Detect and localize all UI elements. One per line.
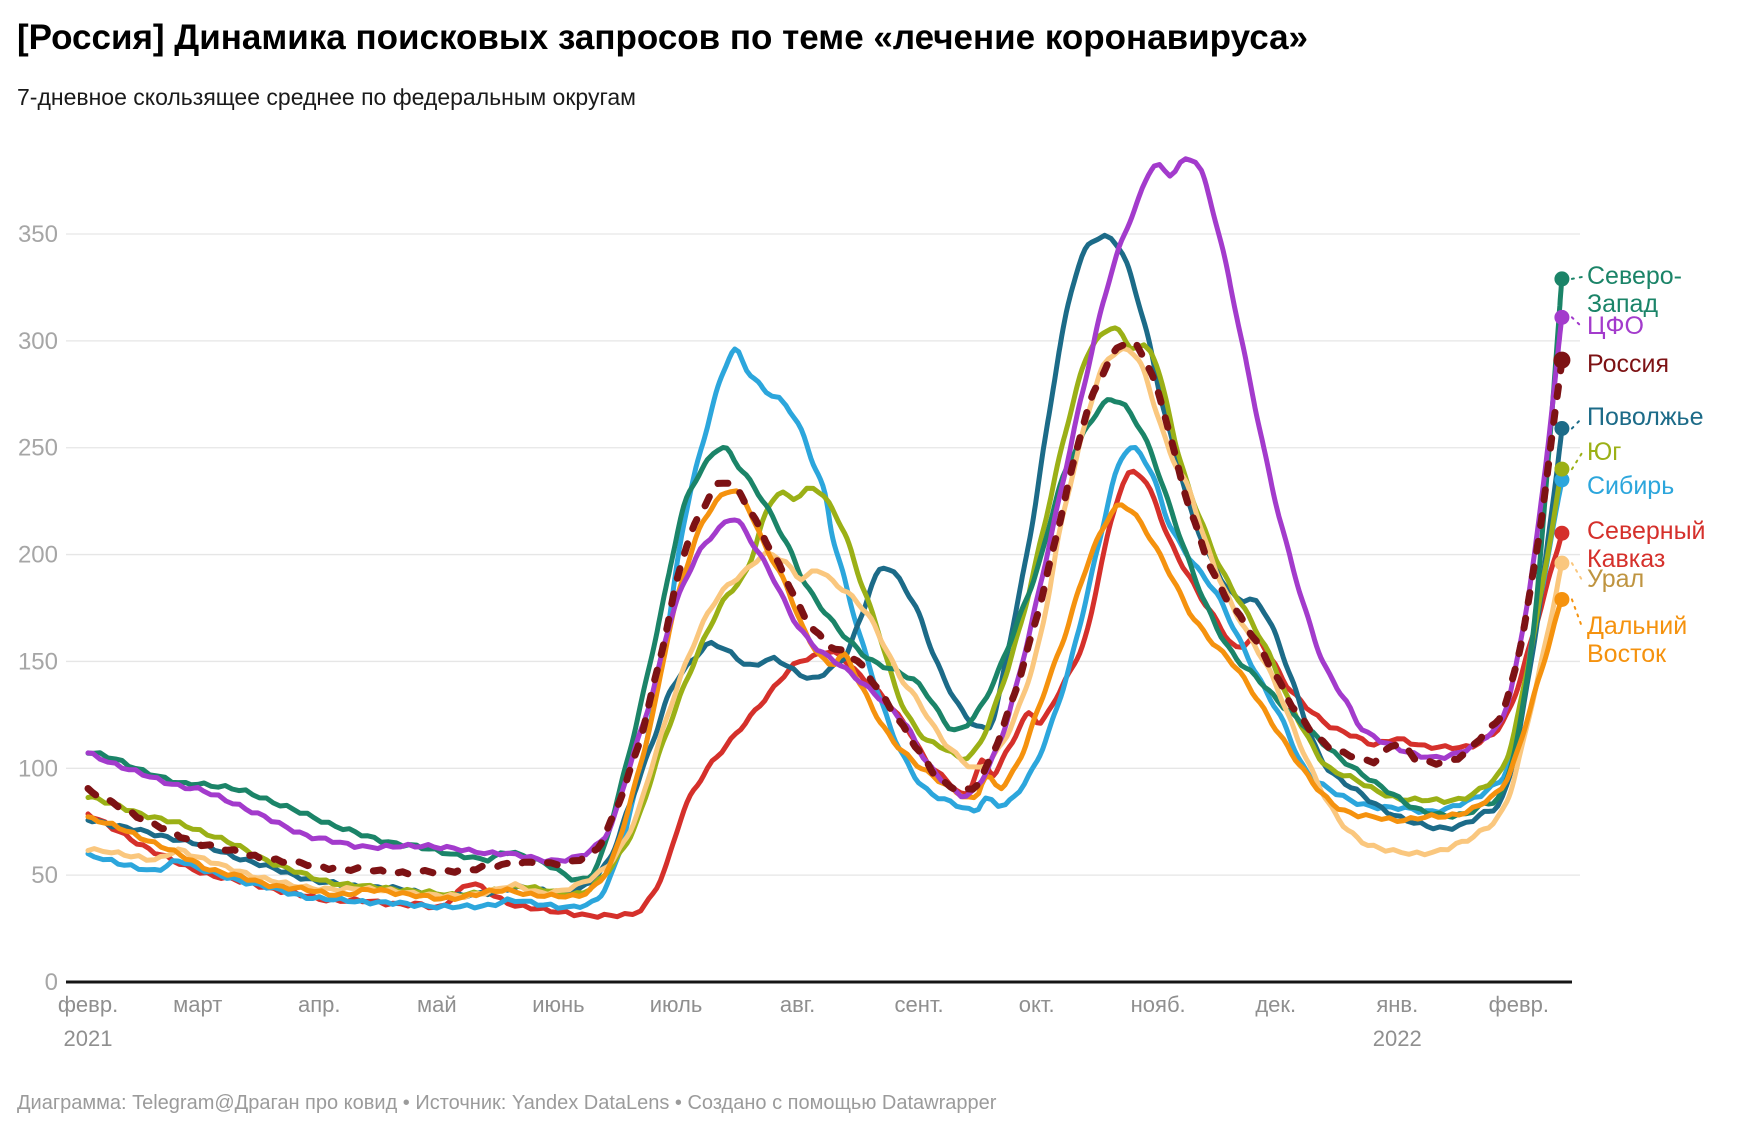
series-line-Урал [85, 345, 1565, 901]
series-line-Поволжье [85, 232, 1565, 900]
y-tick-200: 200 [18, 542, 58, 569]
y-tick-300: 300 [18, 328, 58, 355]
series-end-dot-Дальний Восток [1554, 591, 1570, 607]
x-tick-9: нояб. [1131, 992, 1186, 1017]
series-end-dot-Поволжье [1554, 420, 1570, 436]
legend-label-Юг: Юг [1587, 438, 1622, 466]
x-tick-1: март [173, 992, 222, 1017]
legend-leader-Юг [1570, 452, 1583, 471]
legend-label-Урал: Урал [1587, 565, 1645, 593]
series-end-dot-Сибирь [1554, 472, 1570, 488]
y-tick-350: 350 [18, 221, 58, 248]
x-year-2021: 2021 [64, 1026, 113, 1051]
legend-label-Сибирь: Сибирь [1587, 472, 1675, 500]
series-end-dot-Северо-Запад [1554, 271, 1570, 287]
series-line-Северо-Запад [85, 276, 1565, 883]
x-tick-5: июль [650, 992, 703, 1017]
x-tick-8: окт. [1019, 992, 1055, 1017]
legend-leader-Поволжье [1570, 417, 1583, 430]
series-end-dot-Россия [1553, 351, 1571, 369]
x-tick-4: июнь [532, 992, 584, 1017]
legend-leader-Северо-Запад [1570, 276, 1583, 280]
x-tick-10: дек. [1255, 992, 1296, 1017]
legend-leader-Дальний Восток [1570, 598, 1583, 628]
chart-credit: Диаграмма: Telegram@Драган про ковид • И… [17, 1092, 997, 1114]
series-line-Россия [84, 338, 1566, 878]
chart-title: [Россия] Динамика поисковых запросов по … [17, 18, 1309, 57]
legend-label-Поволжье: Поволжье [1587, 403, 1704, 431]
legend-label-Россия: Россия [1587, 350, 1669, 378]
y-tick-150: 150 [18, 648, 58, 675]
legend-leader-Урал [1570, 562, 1583, 581]
y-tick-0: 0 [45, 969, 58, 996]
series-line-Дальний Восток [85, 488, 1565, 902]
legend-label-Северо-Запад: Северо- Запад [1587, 262, 1682, 318]
x-tick-2: апр. [298, 992, 341, 1017]
x-tick-6: авг. [780, 992, 815, 1017]
x-year-2022: 2022 [1373, 1026, 1422, 1051]
y-tick-100: 100 [18, 755, 58, 782]
x-tick-0: февр. [58, 992, 118, 1017]
series-end-dot-Северный Кавказ [1554, 525, 1570, 541]
legend-label-Северный Кавказ: Северный Кавказ [1587, 517, 1706, 573]
legend-leader-ЦФО [1570, 316, 1583, 328]
series-end-dot-Урал [1554, 555, 1570, 571]
x-tick-3: май [417, 992, 457, 1017]
legend-label-Дальний Восток: Дальний Восток [1587, 612, 1688, 668]
y-tick-250: 250 [18, 435, 58, 462]
series-end-dot-ЦФО [1554, 309, 1570, 325]
x-tick-11: янв. [1376, 992, 1418, 1017]
x-tick-12: февр. [1489, 992, 1549, 1017]
y-tick-50: 50 [31, 862, 58, 889]
chart-subtitle: 7-дневное скользящее среднее по федераль… [17, 84, 636, 110]
series-end-dot-Юг [1554, 461, 1570, 477]
x-tick-7: сент. [894, 992, 943, 1017]
legend-label-ЦФО: ЦФО [1587, 312, 1644, 340]
